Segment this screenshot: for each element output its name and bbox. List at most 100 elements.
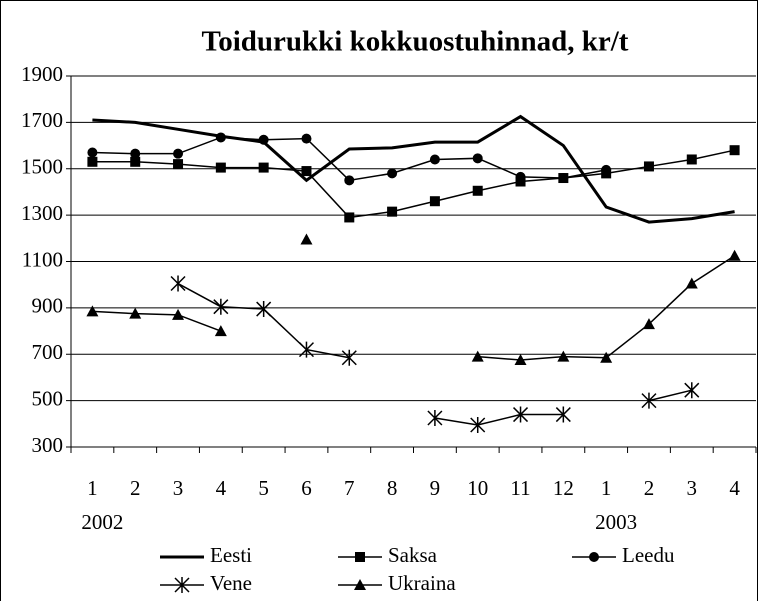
year-label: 2003 — [595, 510, 637, 534]
marker — [301, 133, 312, 144]
marker — [557, 350, 570, 362]
marker-circle — [258, 134, 269, 145]
y-tick-label: 1300 — [21, 201, 63, 225]
marker-circle — [130, 148, 141, 159]
legend-label: Vene — [210, 571, 252, 595]
marker-square — [472, 185, 483, 196]
marker — [87, 156, 98, 167]
marker — [429, 196, 440, 207]
marker-star — [470, 416, 486, 433]
marker-triangle — [514, 354, 527, 366]
marker — [173, 148, 184, 159]
marker — [558, 173, 569, 184]
marker-square — [130, 156, 141, 167]
x-tick-label: 1 — [87, 476, 98, 500]
marker — [387, 168, 398, 179]
marker — [214, 325, 227, 337]
marker-circle — [215, 132, 226, 143]
marker-circle — [589, 552, 599, 562]
marker-circle — [601, 164, 612, 175]
marker — [429, 154, 440, 165]
marker — [130, 148, 141, 159]
marker — [215, 162, 226, 173]
y-tick-label: 900 — [32, 294, 64, 318]
x-tick-label: 3 — [687, 476, 698, 500]
marker-circle — [472, 153, 483, 164]
marker-triangle — [642, 318, 655, 330]
marker — [601, 164, 612, 175]
marker — [87, 147, 98, 158]
marker — [514, 354, 527, 366]
x-tick-label: 7 — [344, 476, 355, 500]
marker — [130, 156, 141, 167]
marker-square — [301, 166, 312, 177]
year-label: 2002 — [81, 510, 123, 534]
marker-circle — [558, 173, 569, 184]
marker-triangle — [557, 350, 570, 362]
marker — [513, 406, 529, 423]
x-tick-label: 4 — [216, 476, 227, 500]
marker — [172, 308, 185, 320]
y-tick-label: 1100 — [22, 247, 63, 271]
y-tick-label: 700 — [32, 340, 64, 364]
marker — [387, 206, 398, 217]
marker-circle — [515, 171, 526, 182]
x-tick-label: 2 — [130, 476, 141, 500]
marker — [589, 552, 599, 562]
x-tick-label: 12 — [553, 476, 574, 500]
chart-title: Toidurukki kokkuostuhinnad, kr/t — [202, 26, 629, 58]
marker — [515, 171, 526, 182]
marker-square — [643, 161, 654, 172]
marker-star — [427, 410, 443, 427]
x-tick-label: 11 — [510, 476, 530, 500]
marker — [354, 579, 366, 590]
marker — [684, 382, 700, 399]
legend-label: Leedu — [622, 543, 675, 567]
marker — [86, 305, 99, 317]
y-tick-label: 500 — [32, 386, 64, 410]
marker-triangle — [129, 307, 142, 319]
marker-circle — [173, 148, 184, 159]
marker — [298, 341, 314, 358]
marker — [472, 153, 483, 164]
marker — [641, 392, 657, 409]
x-tick-label: 1 — [601, 476, 612, 500]
marker — [471, 350, 484, 362]
marker-star — [174, 577, 190, 593]
marker — [643, 161, 654, 172]
marker-circle — [344, 175, 355, 186]
marker-triangle — [172, 308, 185, 320]
marker-star — [298, 341, 314, 358]
series-line — [92, 149, 735, 219]
x-tick-label: 10 — [467, 476, 488, 500]
marker — [170, 275, 186, 292]
marker — [344, 212, 355, 223]
marker — [215, 132, 226, 143]
marker — [600, 351, 613, 363]
marker-square — [344, 212, 355, 223]
marker-square — [686, 154, 697, 165]
legend-label: Saksa — [388, 543, 438, 567]
marker-square — [215, 162, 226, 173]
marker — [472, 185, 483, 196]
y-tick-label: 1500 — [21, 155, 63, 179]
x-tick-label: 5 — [258, 476, 269, 500]
x-tick-label: 4 — [729, 476, 740, 500]
marker — [729, 145, 740, 156]
y-tick-label: 1900 — [21, 62, 63, 86]
marker-star — [684, 382, 700, 399]
marker — [258, 162, 269, 173]
marker — [258, 134, 269, 145]
marker-star — [555, 406, 571, 423]
marker-square — [429, 196, 440, 207]
marker-square — [173, 159, 184, 170]
marker — [355, 552, 365, 562]
marker — [300, 233, 313, 245]
y-tick-label: 1700 — [21, 108, 63, 132]
series-line — [92, 114, 735, 224]
marker-triangle — [214, 325, 227, 337]
x-tick-label: 8 — [387, 476, 398, 500]
marker — [728, 249, 741, 261]
